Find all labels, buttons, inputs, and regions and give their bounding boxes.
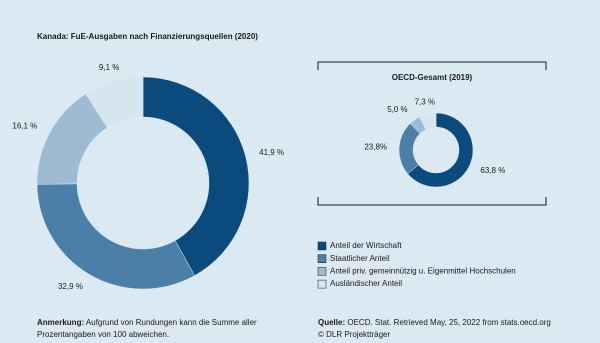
data-label: 5,0 % xyxy=(387,105,407,114)
legend-swatch xyxy=(317,267,327,276)
donut-segment xyxy=(36,183,195,290)
chart-title: OECD-Gesamt (2019) xyxy=(392,73,473,82)
source-credit: © DLR Projektträger xyxy=(318,330,391,339)
legend-swatch xyxy=(317,254,327,263)
data-label: 7,3 % xyxy=(415,97,435,106)
data-label: 23,8% xyxy=(364,143,387,152)
source-label: Quelle: xyxy=(318,318,346,327)
chart-title: Kanada: FuE-Ausgaben nach Finanzierungsq… xyxy=(37,32,258,41)
footnote: Anmerkung: Aufgrund von Rundungen kann d… xyxy=(37,317,277,341)
legend-label: Anteil priv. gemeinnützig u. Eigenmittel… xyxy=(330,267,516,276)
legend-swatch xyxy=(317,279,327,289)
donut-segment xyxy=(142,76,250,276)
footnote-text: Aufgrund von Rundungen kann die Summe al… xyxy=(37,318,257,339)
data-label: 41,9 % xyxy=(259,148,284,157)
donut-segment xyxy=(85,76,144,128)
bracket-frame xyxy=(317,61,547,206)
donut-segment xyxy=(398,123,421,175)
data-label: 63,8 % xyxy=(480,166,505,175)
data-label: 16,1 % xyxy=(12,121,37,130)
legend-label: Ausländischer Anteil xyxy=(330,279,402,288)
legend-label: Staatlicher Anteil xyxy=(330,254,390,263)
legend-swatch xyxy=(317,241,327,251)
source: Quelle: OECD. Stat. Retrieved May, 25, 2… xyxy=(318,317,598,341)
data-label: 32,9 % xyxy=(58,282,83,291)
data-label: 9,1 % xyxy=(99,63,119,72)
source-text: OECD. Stat. Retrieved May, 25, 2022 from… xyxy=(347,318,551,327)
donut-segment xyxy=(407,112,474,188)
footnote-label: Anmerkung: xyxy=(37,318,85,327)
donut-segment xyxy=(419,112,437,130)
legend-label: Anteil der Wirtschaft xyxy=(330,241,402,250)
